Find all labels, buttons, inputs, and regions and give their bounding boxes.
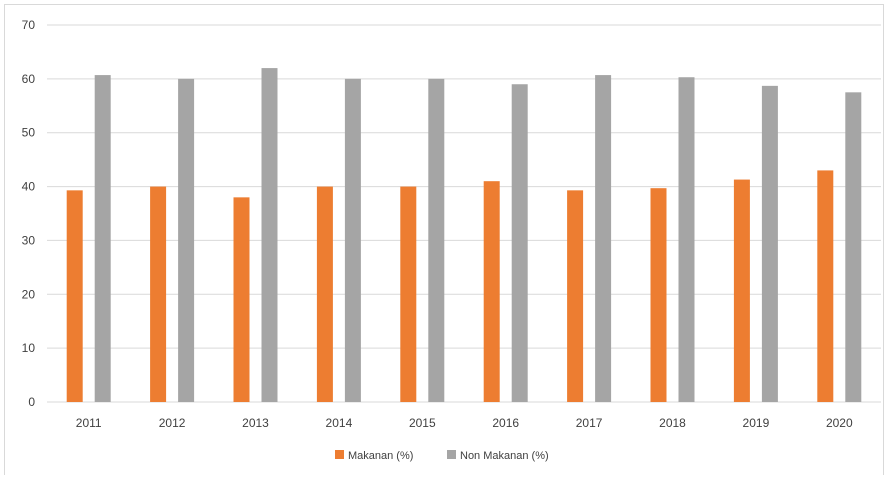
bar-makanan-2018 — [650, 188, 667, 402]
y-axis-ticks: 0 10 20 30 40 50 60 70 — [22, 18, 36, 409]
bar-non-makanan-2014 — [344, 78, 361, 402]
legend-label-non-makanan: Non Makanan (%) — [460, 450, 549, 462]
bar-non-makanan-2019 — [761, 85, 778, 402]
x-tick-label: 2013 — [242, 416, 269, 430]
y-tick-label: 20 — [22, 287, 36, 301]
gridlines — [47, 24, 881, 403]
legend-label-makanan: Makanan (%) — [348, 450, 413, 462]
bar-makanan-2017 — [567, 190, 584, 402]
x-tick-label: 2017 — [576, 416, 603, 430]
y-tick-label: 0 — [28, 395, 35, 409]
bar-chart: 0 10 20 30 40 50 60 70 2011 2012 2013 2014 2015 2016… — [22, 18, 881, 462]
bar-makanan-2019 — [733, 179, 750, 402]
bar-non-makanan-2011 — [94, 75, 111, 402]
x-tick-label: 2015 — [409, 416, 436, 430]
x-tick-label: 2020 — [826, 416, 853, 430]
y-tick-label: 50 — [22, 126, 36, 140]
x-tick-label: 2011 — [76, 416, 102, 430]
y-tick-label: 70 — [22, 18, 36, 32]
bar-makanan-2012 — [150, 186, 167, 402]
bar-non-makanan-2017 — [595, 75, 612, 402]
bars — [66, 68, 862, 403]
x-tick-label: 2014 — [326, 416, 353, 430]
y-tick-label: 30 — [22, 233, 36, 247]
bar-non-makanan-2012 — [178, 78, 195, 402]
legend: Makanan (%) Non Makanan (%) — [335, 450, 549, 462]
x-tick-label: 2019 — [743, 416, 770, 430]
bar-makanan-2013 — [233, 197, 250, 402]
bar-makanan-2015 — [400, 186, 417, 402]
bar-non-makanan-2018 — [678, 77, 695, 403]
x-tick-label: 2012 — [159, 416, 186, 430]
legend-swatch-makanan — [335, 450, 344, 459]
bar-makanan-2020 — [817, 170, 834, 402]
y-tick-label: 40 — [22, 180, 36, 194]
x-tick-label: 2016 — [492, 416, 519, 430]
x-axis-ticks: 2011 2012 2013 2014 2015 2016 2017 2018 2019 2020 — [76, 416, 853, 430]
bar-non-makanan-2016 — [511, 84, 528, 402]
bar-non-makanan-2015 — [428, 78, 445, 402]
bar-non-makanan-2020 — [845, 92, 862, 403]
bar-makanan-2014 — [316, 186, 333, 402]
y-tick-label: 10 — [22, 341, 36, 355]
bar-non-makanan-2013 — [261, 68, 278, 403]
bar-makanan-2016 — [483, 181, 500, 402]
bar-makanan-2011 — [66, 190, 83, 402]
legend-swatch-non-makanan — [447, 450, 456, 459]
x-tick-label: 2018 — [659, 416, 686, 430]
y-tick-label: 60 — [22, 72, 36, 86]
chart-frame: 0 10 20 30 40 50 60 70 2011 2012 2013 2014 2015 2016… — [4, 4, 884, 475]
